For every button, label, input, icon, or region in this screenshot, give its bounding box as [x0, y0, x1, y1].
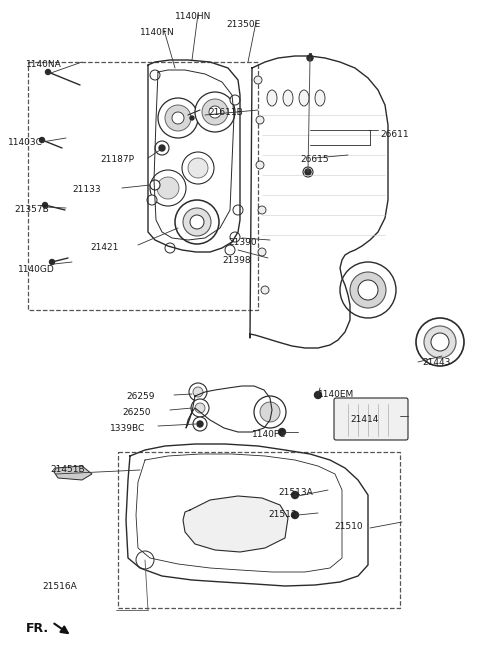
Circle shape: [190, 116, 194, 120]
Text: 1140FN: 1140FN: [140, 28, 175, 37]
Circle shape: [193, 387, 203, 397]
Circle shape: [159, 145, 165, 151]
Circle shape: [305, 169, 311, 175]
Circle shape: [340, 262, 396, 318]
Circle shape: [197, 421, 203, 427]
Circle shape: [157, 177, 179, 199]
Circle shape: [314, 391, 322, 398]
Text: 21398: 21398: [222, 256, 251, 265]
Circle shape: [150, 180, 160, 190]
Circle shape: [254, 396, 286, 428]
Circle shape: [291, 512, 299, 518]
Text: 21421: 21421: [90, 243, 119, 252]
Circle shape: [416, 318, 464, 366]
Circle shape: [182, 152, 214, 184]
Circle shape: [307, 55, 313, 61]
Text: 26611: 26611: [380, 130, 408, 139]
Polygon shape: [183, 496, 288, 552]
Polygon shape: [54, 466, 92, 480]
Circle shape: [230, 95, 240, 105]
Text: 26615: 26615: [300, 155, 329, 164]
Circle shape: [190, 215, 204, 229]
Text: 21513A: 21513A: [278, 488, 313, 497]
Text: 26250: 26250: [122, 408, 151, 417]
Circle shape: [278, 428, 286, 436]
Text: 21414: 21414: [350, 415, 378, 424]
Circle shape: [209, 106, 221, 118]
Text: 21357B: 21357B: [14, 205, 49, 214]
Circle shape: [195, 403, 205, 413]
Text: 21451B: 21451B: [50, 465, 84, 474]
Circle shape: [230, 232, 240, 242]
Circle shape: [258, 248, 266, 256]
Circle shape: [150, 70, 160, 80]
Text: 21133: 21133: [72, 185, 101, 194]
Text: 1339BC: 1339BC: [110, 424, 145, 433]
Circle shape: [39, 138, 45, 143]
FancyBboxPatch shape: [334, 398, 408, 440]
Circle shape: [254, 76, 262, 84]
Text: 1140NA: 1140NA: [26, 60, 62, 69]
Circle shape: [189, 383, 207, 401]
Text: 21510: 21510: [334, 522, 362, 531]
Circle shape: [202, 99, 228, 125]
Text: 1140FC: 1140FC: [252, 430, 286, 439]
Circle shape: [305, 170, 311, 175]
Circle shape: [183, 208, 211, 236]
Circle shape: [165, 243, 175, 253]
Circle shape: [261, 286, 269, 294]
Circle shape: [291, 492, 299, 499]
Circle shape: [155, 141, 169, 155]
Text: 1140HN: 1140HN: [175, 12, 211, 21]
Text: 21187P: 21187P: [100, 155, 134, 164]
Circle shape: [303, 167, 313, 177]
Circle shape: [158, 98, 198, 138]
Circle shape: [165, 105, 191, 131]
Circle shape: [147, 195, 157, 205]
Ellipse shape: [315, 90, 325, 106]
Circle shape: [175, 200, 219, 244]
Text: 11403C: 11403C: [8, 138, 43, 147]
Circle shape: [188, 158, 208, 178]
Circle shape: [43, 203, 48, 207]
Text: FR.: FR.: [26, 621, 49, 634]
Circle shape: [191, 399, 209, 417]
Circle shape: [256, 161, 264, 169]
Bar: [118, 452, 400, 608]
Ellipse shape: [267, 90, 277, 106]
Circle shape: [49, 259, 55, 265]
Text: 1140EM: 1140EM: [318, 390, 354, 399]
Text: 21516A: 21516A: [42, 582, 77, 591]
Circle shape: [350, 272, 386, 308]
Text: 26259: 26259: [126, 392, 155, 401]
Circle shape: [260, 402, 280, 422]
Circle shape: [46, 70, 50, 74]
Circle shape: [424, 326, 456, 358]
Circle shape: [150, 170, 186, 206]
Circle shape: [358, 280, 378, 300]
Circle shape: [172, 112, 184, 124]
Text: 1140GD: 1140GD: [18, 265, 55, 274]
Circle shape: [431, 333, 449, 351]
Circle shape: [193, 417, 207, 431]
Ellipse shape: [299, 90, 309, 106]
Text: 21443: 21443: [422, 358, 450, 367]
Text: 21512: 21512: [268, 510, 297, 519]
Text: 21350E: 21350E: [226, 20, 260, 29]
Circle shape: [258, 206, 266, 214]
Circle shape: [140, 555, 150, 565]
Bar: [28, 62, 258, 310]
Ellipse shape: [283, 90, 293, 106]
Circle shape: [195, 92, 235, 132]
FancyArrowPatch shape: [54, 623, 68, 633]
Circle shape: [136, 551, 154, 569]
Circle shape: [225, 245, 235, 255]
Circle shape: [233, 205, 243, 215]
Text: 21611B: 21611B: [208, 108, 243, 117]
Circle shape: [256, 116, 264, 124]
Text: 21390: 21390: [228, 238, 257, 247]
